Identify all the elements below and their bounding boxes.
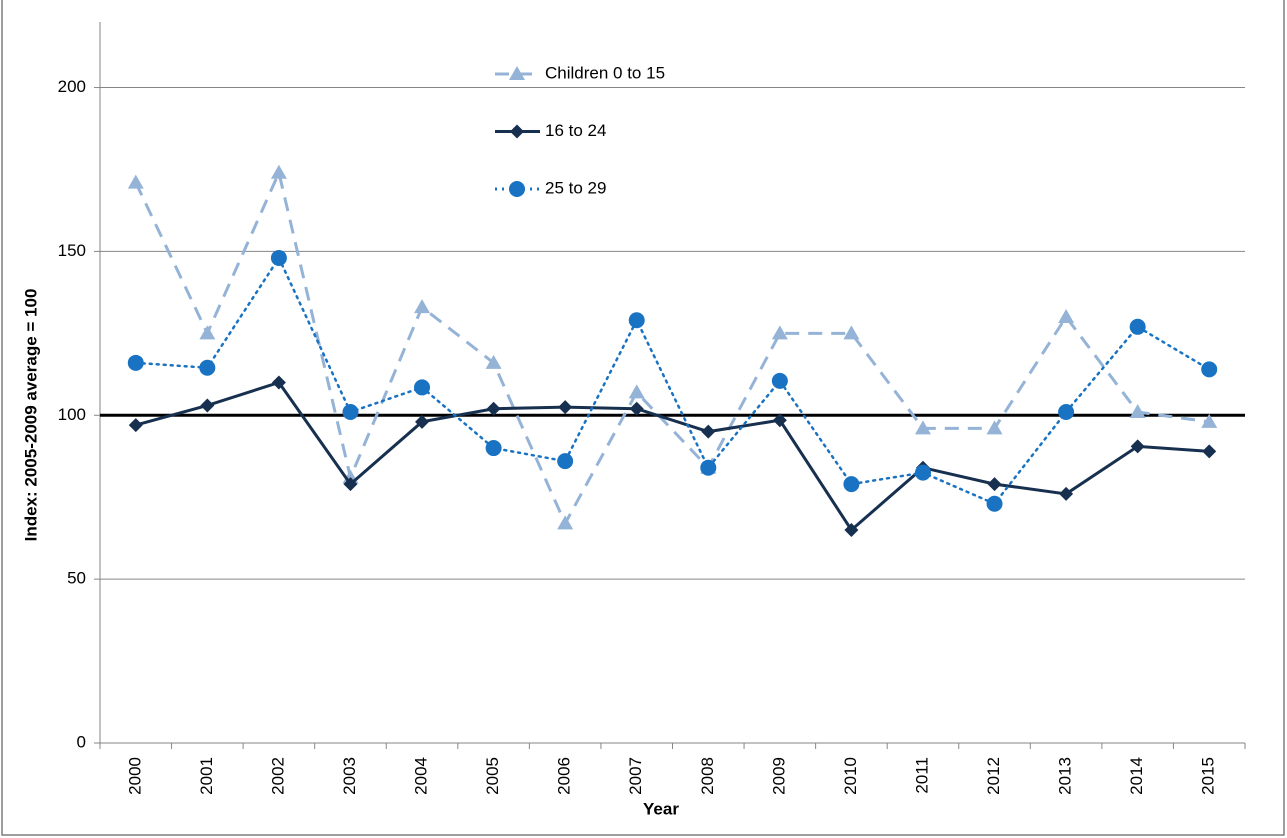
data-point: [557, 453, 574, 470]
y-tick-label: 150: [58, 241, 86, 260]
data-point: [342, 403, 359, 420]
legend-label: 16 to 24: [545, 121, 606, 140]
legend-marker: [509, 181, 525, 197]
data-point: [628, 384, 645, 399]
x-tick-label: 2007: [626, 757, 645, 795]
y-tick-label: 200: [58, 77, 86, 96]
data-point: [1058, 308, 1075, 323]
series-line: [135, 380, 1210, 533]
legend-label: Children 0 to 15: [545, 63, 665, 82]
data-point: [199, 325, 216, 340]
data-point: [1129, 403, 1146, 418]
data-point: [914, 464, 931, 481]
x-axis-title: Year: [643, 799, 679, 818]
data-point: [415, 414, 430, 429]
x-tick-label: 2011: [912, 757, 931, 794]
data-point: [987, 477, 1002, 492]
y-tick-label: 50: [67, 569, 86, 588]
data-point: [485, 354, 502, 369]
data-point: [843, 476, 860, 493]
data-point: [771, 325, 788, 340]
data-point: [771, 372, 788, 389]
x-tick-label: 2010: [841, 757, 860, 795]
data-point: [486, 401, 501, 416]
data-point: [629, 401, 644, 416]
data-point: [914, 420, 931, 435]
y-tick-label: 0: [77, 732, 86, 751]
data-point: [701, 424, 716, 439]
y-axis-title: Index: 2005-2009 average = 100: [21, 289, 40, 542]
data-point: [270, 164, 287, 179]
data-point: [127, 174, 144, 189]
x-tick-label: 2004: [412, 757, 431, 795]
data-point: [986, 495, 1003, 512]
data-point: [558, 400, 573, 415]
data-point: [414, 379, 431, 396]
legend-marker: [510, 124, 524, 139]
data-point: [1201, 413, 1218, 428]
data-point: [485, 440, 502, 457]
series-line: [134, 255, 1211, 506]
data-point: [1202, 444, 1217, 459]
data-point: [271, 375, 286, 390]
legend-label: 25 to 29: [545, 178, 606, 197]
x-tick-label: 2012: [984, 757, 1003, 795]
legend-marker: [509, 66, 525, 80]
x-tick-label: 2008: [698, 757, 717, 795]
x-tick-label: 2013: [1056, 757, 1075, 795]
data-point: [1130, 439, 1145, 454]
data-point: [127, 354, 144, 371]
x-tick-label: 2015: [1199, 757, 1218, 795]
data-point: [1058, 403, 1075, 420]
data-point: [414, 299, 431, 314]
x-tick-label: 2003: [340, 757, 359, 795]
data-point: [844, 522, 859, 537]
data-point: [628, 312, 645, 329]
x-tick-label: 2009: [769, 757, 788, 795]
x-tick-label: 2006: [555, 757, 574, 795]
data-point: [986, 420, 1003, 435]
x-tick-label: 2000: [125, 757, 144, 795]
y-tick-label: 100: [58, 405, 86, 424]
data-point: [200, 398, 215, 413]
data-point: [843, 325, 860, 340]
x-tick-label: 2014: [1127, 757, 1146, 795]
series-line: [134, 168, 1210, 527]
data-point: [557, 515, 574, 530]
data-point: [700, 459, 717, 476]
data-point: [270, 249, 287, 266]
data-point: [199, 359, 216, 376]
data-point: [1201, 361, 1218, 378]
data-point: [343, 477, 358, 492]
data-point: [1129, 318, 1146, 335]
x-tick-label: 2001: [197, 757, 216, 795]
data-point: [1059, 486, 1074, 501]
x-tick-label: 2002: [268, 757, 287, 795]
data-point: [772, 413, 787, 428]
data-point: [128, 418, 143, 433]
x-tick-label: 2005: [483, 757, 502, 795]
